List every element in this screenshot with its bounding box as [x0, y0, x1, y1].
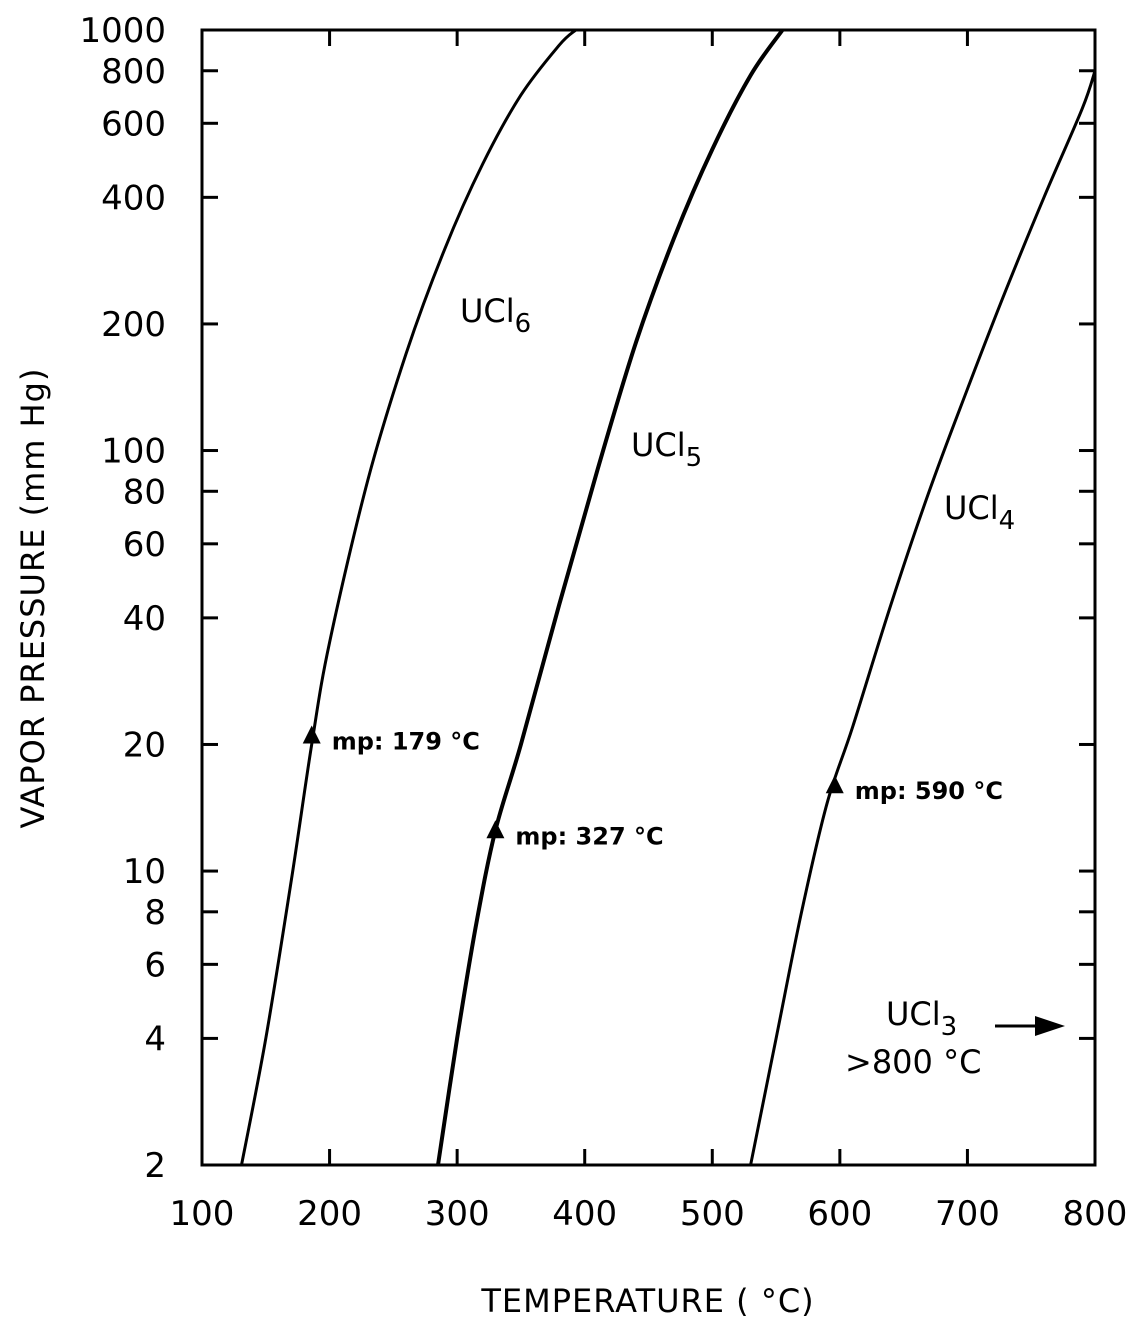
series-label-base: UCl: [631, 426, 686, 464]
y-tick-label: 60: [123, 525, 166, 565]
ucl3-label-sub: 3: [941, 1012, 958, 1042]
y-tick-label: 40: [123, 599, 166, 639]
y-tick-label: 400: [101, 178, 166, 218]
x-tick-label: 400: [552, 1194, 617, 1234]
mp-marker-ucl5: [486, 820, 505, 839]
y-tick-label: 100: [101, 432, 166, 472]
series-label-base: UCl: [944, 489, 999, 527]
series-line-ucl6: [240, 28, 577, 1166]
x-tick-label: 200: [297, 1194, 362, 1234]
x-tick-label: 700: [935, 1194, 1000, 1234]
ucl3-arrow-head-icon: [1035, 1016, 1065, 1036]
series-label-sub: 6: [515, 309, 532, 339]
y-tick-label: 20: [123, 725, 166, 765]
ticks-layer: 100 200 300 400 500 600 700 8002468102040608010…: [79, 11, 1127, 1234]
series-label-ucl6: UCl6: [460, 292, 531, 339]
x-tick-label: 300: [425, 1194, 490, 1234]
mp-marker-ucl4: [825, 775, 844, 794]
melting-point-layer: mp: 179 °C mp: 327 °C mp: 590 °C: [302, 725, 1003, 850]
y-tick-label: 1000: [79, 11, 166, 51]
mp-marker-ucl6: [302, 725, 321, 744]
y-tick-label: 6: [144, 945, 166, 985]
y-tick-label: 8: [144, 893, 166, 933]
plot-frame: [200, 28, 1097, 1167]
ucl3-annotation: UCl3 >800 °C: [845, 995, 1065, 1081]
series-layer: [240, 28, 1097, 1166]
y-tick-label: 800: [101, 52, 166, 92]
series-label-ucl4: UCl4: [944, 489, 1015, 536]
y-tick-label: 4: [144, 1019, 166, 1059]
x-tick-label: 800: [1063, 1194, 1128, 1234]
series-label-sub: 5: [686, 443, 703, 473]
ucl3-label-base: UCl: [886, 995, 941, 1033]
y-tick-label: 10: [123, 852, 166, 892]
y-tick-label: 200: [101, 305, 166, 345]
y-tick-label: 80: [123, 472, 166, 512]
mp-label-ucl4: mp: 590 °C: [855, 777, 1003, 805]
x-axis-title: TEMPERATURE ( °C): [480, 1282, 814, 1320]
mp-label-ucl6: mp: 179 °C: [332, 728, 480, 756]
series-label-base: UCl: [460, 292, 515, 330]
series-line-ucl5: [436, 28, 785, 1166]
x-tick-label: 500: [680, 1194, 745, 1234]
x-tick-label: 100: [170, 1194, 235, 1234]
y-tick-label: 2: [144, 1146, 166, 1186]
series-label-sub: 4: [999, 506, 1016, 536]
ucl3-temp-label: >800 °C: [845, 1043, 981, 1081]
series-line-ucl4: [749, 70, 1097, 1166]
x-tick-label: 600: [807, 1194, 872, 1234]
mp-label-ucl5: mp: 327 °C: [515, 822, 663, 850]
series-label-ucl5: UCl5: [631, 426, 702, 473]
ucl3-label: UCl3: [886, 995, 957, 1042]
y-axis-title: VAPOR PRESSURE (mm Hg): [14, 368, 52, 829]
y-tick-label: 600: [101, 104, 166, 144]
